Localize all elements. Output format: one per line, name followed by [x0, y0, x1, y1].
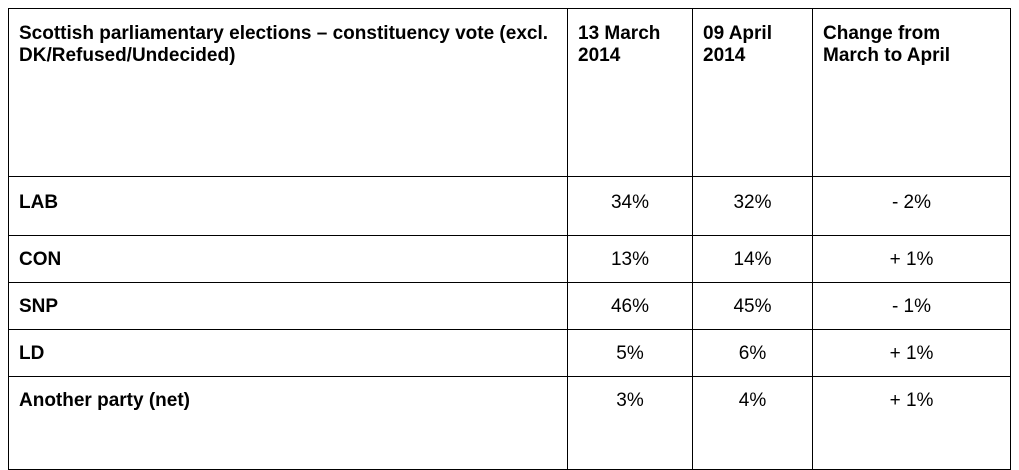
data-row: SNP 46% 45% - 1% — [8, 282, 1011, 330]
data-row: LD 5% 6% + 1% — [8, 329, 1011, 377]
poll-table: Scottish parliamentary elections – const… — [8, 8, 1011, 470]
party-cell: CON — [8, 235, 568, 283]
value-cell: + 1% — [812, 329, 1011, 377]
value-cell: 46% — [567, 282, 693, 330]
value-cell: 13% — [567, 235, 693, 283]
value-cell: 32% — [692, 176, 813, 236]
value-cell: 3% — [567, 376, 693, 470]
value-cell: 34% — [567, 176, 693, 236]
value-cell: 5% — [567, 329, 693, 377]
party-cell: LAB — [8, 176, 568, 236]
header-row: Scottish parliamentary elections – const… — [8, 8, 1011, 177]
party-cell: LD — [8, 329, 568, 377]
value-cell: 4% — [692, 376, 813, 470]
data-row: LAB 34% 32% - 2% — [8, 176, 1011, 236]
value-cell: - 1% — [812, 282, 1011, 330]
party-cell: SNP — [8, 282, 568, 330]
header-cell: Change from March to April — [812, 8, 1011, 177]
value-cell: 6% — [692, 329, 813, 377]
value-cell: + 1% — [812, 235, 1011, 283]
value-cell: - 2% — [812, 176, 1011, 236]
header-cell: 09 April 2014 — [692, 8, 813, 177]
data-row: Another party (net) 3% 4% + 1% — [8, 376, 1011, 470]
header-cell: Scottish parliamentary elections – const… — [8, 8, 568, 177]
data-row: CON 13% 14% + 1% — [8, 235, 1011, 283]
party-cell: Another party (net) — [8, 376, 568, 470]
value-cell: 14% — [692, 235, 813, 283]
value-cell: + 1% — [812, 376, 1011, 470]
header-cell: 13 March 2014 — [567, 8, 693, 177]
value-cell: 45% — [692, 282, 813, 330]
